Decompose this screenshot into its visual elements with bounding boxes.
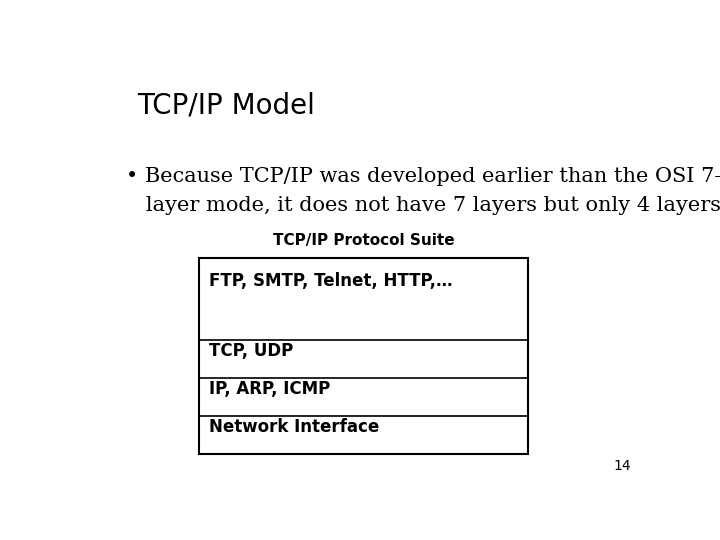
- Text: layer mode, it does not have 7 layers but only 4 layers: layer mode, it does not have 7 layers bu…: [126, 196, 720, 215]
- Text: IP, ARP, ICMP: IP, ARP, ICMP: [209, 380, 330, 398]
- Text: TCP/IP Model: TCP/IP Model: [138, 92, 315, 120]
- Text: TCP, UDP: TCP, UDP: [209, 342, 293, 360]
- Bar: [199, 258, 528, 454]
- Text: • Because TCP/IP was developed earlier than the OSI 7-: • Because TCP/IP was developed earlier t…: [126, 167, 720, 186]
- Text: FTP, SMTP, Telnet, HTTP,…: FTP, SMTP, Telnet, HTTP,…: [209, 272, 452, 290]
- Text: 14: 14: [613, 459, 631, 473]
- Text: TCP/IP Protocol Suite: TCP/IP Protocol Suite: [273, 233, 454, 248]
- Text: Network Interface: Network Interface: [209, 418, 379, 436]
